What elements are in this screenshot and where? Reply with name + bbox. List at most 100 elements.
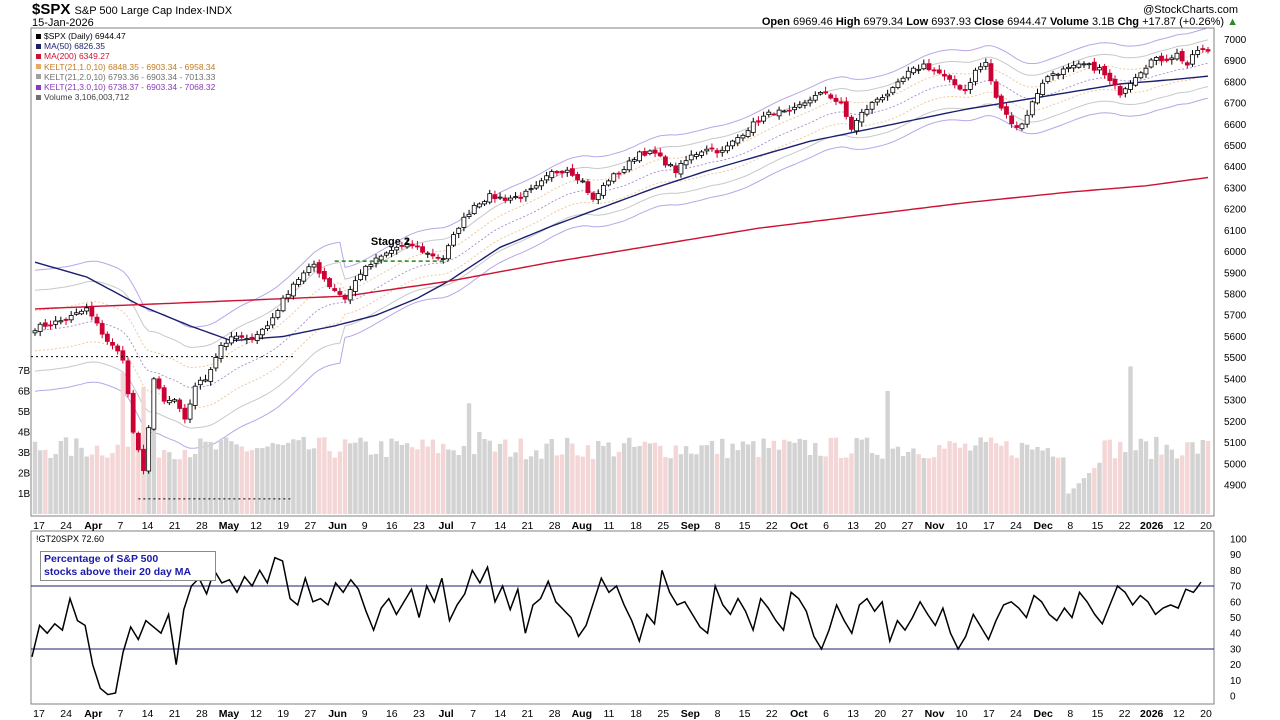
candle-body: [833, 97, 839, 102]
candle: [352, 276, 358, 297]
candle-body: [859, 111, 865, 123]
candle: [166, 395, 172, 406]
volume-bar: [125, 446, 131, 514]
kelt1-swatch: [36, 64, 41, 70]
candle: [663, 154, 668, 168]
volume-bar: [652, 442, 658, 514]
candle-body: [104, 333, 110, 342]
date-tick-label: 15: [739, 520, 751, 532]
candle-body: [781, 110, 787, 113]
candle: [993, 79, 999, 100]
candle-body: [435, 256, 441, 259]
volume-bar: [53, 454, 58, 514]
candle: [1045, 74, 1051, 84]
volume-bar: [1169, 449, 1175, 514]
candle-body: [1050, 73, 1056, 76]
candle-body: [1060, 68, 1066, 75]
date-tick-label: 19: [277, 520, 289, 532]
volume-bar: [1004, 441, 1009, 514]
candle-body: [699, 151, 704, 156]
volume-bar: [1174, 458, 1180, 514]
candle-icon: [36, 33, 41, 39]
candle-body: [208, 369, 214, 382]
volume-bar: [275, 444, 281, 514]
candle: [962, 84, 968, 95]
volume-bar: [487, 440, 492, 514]
volume-bar: [1014, 457, 1020, 514]
candle-body: [740, 134, 746, 139]
volume-bar: [549, 439, 554, 514]
candle: [781, 109, 787, 113]
volume-bar: [208, 442, 213, 514]
candle: [53, 316, 59, 329]
volume-bar: [513, 452, 518, 514]
candle-body: [332, 288, 338, 291]
kelt3-swatch: [36, 84, 41, 90]
volume-bar: [1071, 488, 1076, 514]
candle: [1138, 71, 1144, 80]
volume-bar: [301, 436, 306, 514]
keltner-bands: [34, 27, 1209, 449]
candle-body: [342, 294, 348, 300]
volume-bar: [1081, 478, 1087, 514]
candle-body: [849, 116, 854, 130]
volume-bar: [43, 449, 48, 514]
date-tick-label: 12: [250, 520, 262, 532]
candle: [482, 199, 487, 207]
candle-body: [130, 392, 136, 433]
candle-body: [663, 156, 668, 166]
candle: [704, 145, 710, 155]
candle: [161, 384, 167, 405]
candle: [425, 251, 431, 258]
date-tick-label: 14: [142, 708, 154, 720]
indicator-tick-label: 40: [1230, 629, 1242, 640]
date-tick-label: 23: [413, 520, 425, 532]
high-value: 6979.34: [863, 16, 904, 28]
volume-bar: [1019, 442, 1025, 514]
candle: [1050, 70, 1056, 81]
date-tick-label: 14: [495, 520, 507, 532]
candle: [818, 91, 823, 96]
candle-body: [843, 101, 849, 117]
candle: [48, 320, 53, 330]
candle-body: [1071, 64, 1077, 69]
candle: [228, 331, 234, 346]
date-tick-label: 27: [305, 520, 317, 532]
date-tick-label: 7: [470, 520, 476, 532]
price-tick-label: 6000: [1224, 247, 1247, 258]
index-name: S&P 500 Large Cap Index: [74, 5, 203, 17]
volume-bar: [415, 449, 420, 514]
candle: [601, 182, 606, 199]
candle: [528, 184, 534, 194]
volume-bar: [869, 453, 875, 514]
date-tick-label: 27: [902, 520, 914, 532]
candle: [197, 376, 203, 390]
indicator-tick-label: 0: [1230, 692, 1236, 703]
candles: [32, 44, 1211, 475]
candle: [833, 94, 839, 106]
date-tick-label: Dec: [1034, 708, 1053, 720]
date-tick-label: Oct: [790, 520, 808, 532]
candle: [978, 62, 984, 73]
candle-body: [828, 94, 834, 99]
kelt-mid-line: [34, 62, 1209, 389]
date-tick-label: Nov: [925, 708, 945, 720]
candle: [642, 147, 648, 157]
volume-bar: [895, 446, 901, 514]
price-tick-label: 5000: [1224, 459, 1247, 470]
candle: [1060, 66, 1066, 80]
date-tick-label: 20: [874, 520, 886, 532]
candle: [606, 179, 611, 187]
close-value: 6944.47: [1007, 16, 1047, 28]
bar-icon: [36, 94, 41, 100]
candle-body: [544, 175, 549, 181]
candle: [766, 109, 772, 118]
date-tick-label: 22: [1119, 520, 1131, 532]
volume-bar: [528, 456, 534, 514]
candle-body: [735, 137, 741, 144]
candle: [900, 76, 906, 85]
candle-body: [249, 336, 255, 340]
candle: [1071, 60, 1077, 72]
volume-bar: [1190, 442, 1195, 514]
